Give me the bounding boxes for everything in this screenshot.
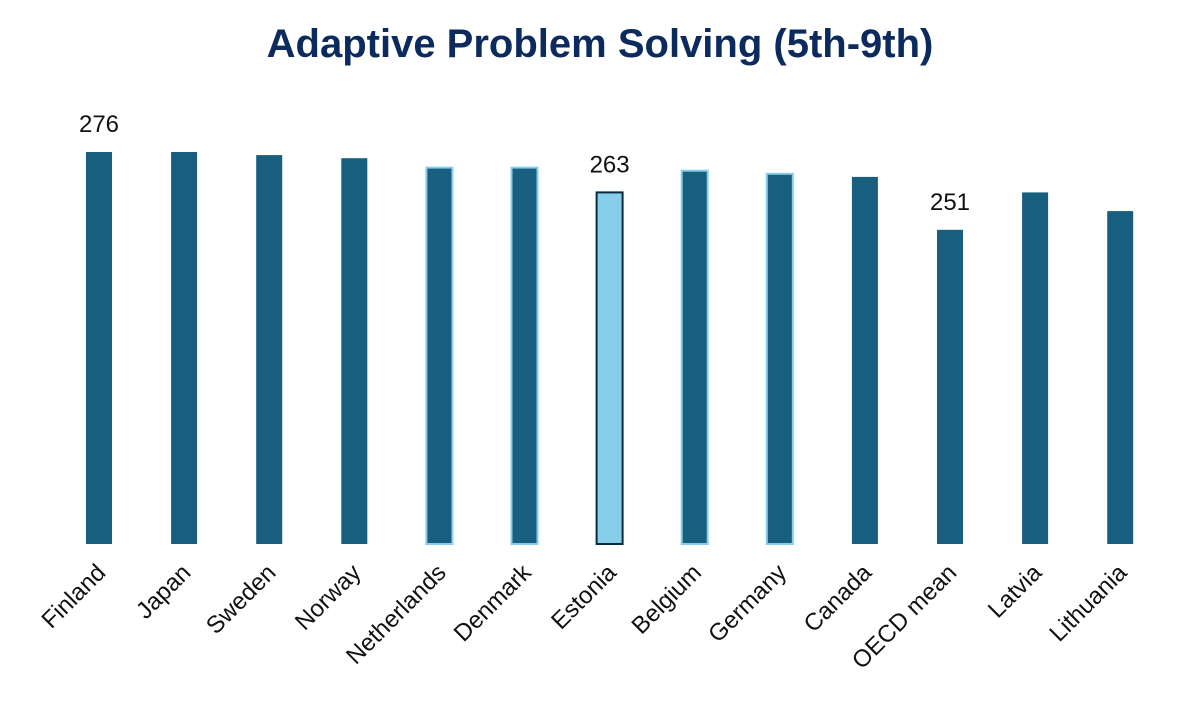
- data-label: 251: [930, 189, 970, 216]
- chart-title: Adaptive Problem Solving (5th-9th): [266, 22, 934, 66]
- x-tick-label: Canada: [799, 559, 878, 638]
- x-tick-label: Japan: [131, 559, 196, 624]
- bar-canada: [851, 176, 878, 544]
- bar-oecd-mean: [937, 229, 963, 545]
- x-tick-label: Germany: [703, 559, 792, 648]
- data-labels-group: 276 263 251: [79, 111, 970, 216]
- bar-lithuania: [1107, 211, 1134, 544]
- data-label: 276: [79, 111, 119, 138]
- x-tick-label: Denmark: [449, 558, 538, 647]
- bar-estonia: [595, 191, 624, 545]
- bar-germany: [765, 172, 794, 546]
- bar-japan: [171, 152, 198, 544]
- x-tick-label: Norway: [290, 559, 367, 636]
- x-tick-label: Estonia: [546, 559, 622, 635]
- bar-denmark: [510, 166, 539, 545]
- bar-latvia: [1022, 192, 1049, 544]
- bar-norway: [341, 158, 368, 544]
- x-tick-labels-group: Finland Japan Sweden NorwayNetherlandsDenma…: [36, 558, 1132, 674]
- bar-belgium: [680, 169, 709, 545]
- bar-finland: [86, 152, 112, 544]
- bars-group: [86, 152, 1134, 546]
- bar-sweden: [256, 155, 283, 544]
- x-tick-label: Finland: [36, 559, 111, 634]
- x-tick-label: Sweden: [201, 559, 281, 639]
- x-tick-label: Latvia: [983, 559, 1048, 624]
- data-label: 263: [590, 151, 630, 178]
- x-tick-label: Belgium: [627, 559, 707, 639]
- x-tick-label: Lithuania: [1044, 559, 1132, 647]
- bar-netherlands: [425, 166, 454, 545]
